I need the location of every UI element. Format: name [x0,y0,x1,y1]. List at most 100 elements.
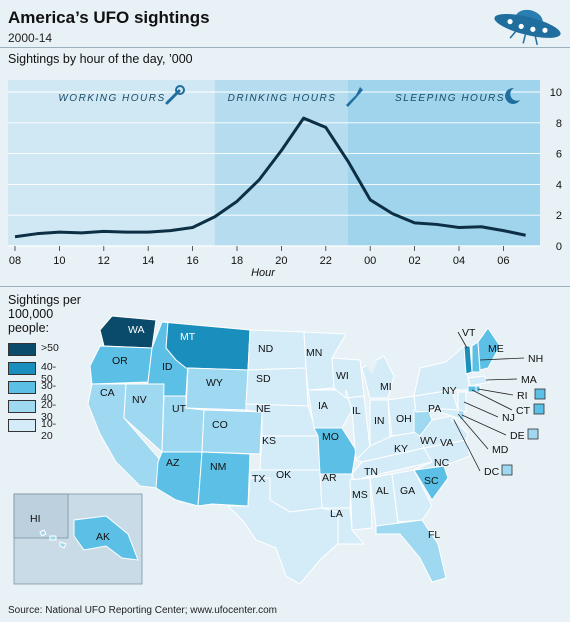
map-legend-title: Sightings per 100,000 people: [8,293,88,335]
state-label-nc: NC [434,457,450,469]
band-sleeping-hours [348,80,540,246]
state-label-wv: WV [420,435,437,447]
state-label-dc: DC [484,466,500,478]
state-label-ne: NE [256,403,271,415]
state-label-ky: KY [394,443,408,455]
state-swatch-dc [501,464,513,476]
y-tick-label: 8 [556,118,562,130]
state-label-wi: WI [336,370,349,382]
state-label-oh: OH [396,413,412,425]
x-axis-label: Hour [251,267,276,279]
band-label: DRINKING HOURS [228,93,337,104]
state-label-or: OR [112,355,128,367]
y-tick-label: 2 [556,210,562,222]
state-label-tn: TN [364,466,378,478]
state-la [321,507,366,545]
state-label-mi: MI [380,381,392,393]
ufo-icon [494,9,561,46]
bottle-icon [346,87,363,107]
band-working-hours [8,80,215,246]
y-tick-label: 10 [550,87,562,99]
state-label-hi: HI [30,513,41,525]
state-ak [73,515,139,561]
state-label-mt: MT [180,331,196,343]
y-tick-label: 6 [556,149,562,161]
source-note: Source: National UFO Reporting Center; w… [8,605,278,616]
state-label-tx: TX [252,473,265,485]
x-tick-label: 14 [142,255,154,267]
state-label-nh: NH [528,353,543,365]
x-tick-label: 18 [231,255,243,267]
state-label-wa: WA [128,324,145,336]
x-tick-label: 08 [9,255,21,267]
leader-line [477,388,514,396]
sightings-line [14,116,526,239]
state-label-wy: WY [206,377,223,389]
state-label-ks: KS [262,435,276,447]
state-label-pa: PA [428,403,441,415]
legend-swatch [8,362,36,375]
legend-swatch [8,343,36,356]
legend-label: 20-30 [41,399,57,423]
page-title: America’s UFO sightings [8,8,210,27]
state-label-ar: AR [322,472,337,484]
state-label-ia: IA [318,400,328,412]
state-hi [39,529,67,549]
state-label-va: VA [440,437,453,449]
state-label-id: ID [162,361,173,373]
band-drinking-hours [214,80,348,246]
legend-label: 10-20 [41,418,57,442]
state-label-nd: ND [258,343,274,355]
section-divider [0,286,570,287]
x-tick-label: 22 [320,255,332,267]
y-tick-label: 4 [556,179,562,191]
leader-line [479,357,525,361]
state-label-in: IN [374,415,385,427]
state-label-az: AZ [166,457,180,469]
state-label-sd: SD [256,373,271,385]
state-ma [467,375,492,387]
state-tx [226,477,343,585]
state-label-co: CO [212,419,228,431]
leader-line [463,401,499,418]
legend-label: 30-40 [41,380,57,404]
spanner-icon [165,85,185,105]
title-divider [0,47,570,48]
legend-label: 40-50 [41,361,57,385]
state-nj [457,391,467,413]
hawaii-inset [13,493,69,539]
map-legend-title-text: Sightings per 100,000 people: [8,293,81,335]
x-tick-label: 10 [53,255,65,267]
state-label-vt: VT [462,327,476,339]
state-label-sc: SC [424,475,439,487]
state-label-fl: FL [428,529,440,541]
state-label-ca: CA [100,387,115,399]
state-swatch-ct [533,403,545,415]
state-ms [349,477,373,531]
x-tick-label: 02 [408,255,420,267]
state-label-de: DE [510,430,525,442]
y-tick-label: 0 [556,241,562,253]
state-label-ma: MA [521,374,537,386]
state-or [89,345,153,385]
us-choropleth-map: WA OR CA ID NV MT WY UT AZ CO NM ND SD NE KS OK TX MN IA MO… [13,315,546,585]
x-tick-label: 00 [364,255,376,267]
state-wy [185,367,249,411]
state-fl [375,519,447,583]
state-label-ct: CT [516,405,531,417]
band-label: WORKING HOURS [58,93,165,104]
line-chart-title: Sightings by hour of the day, ’000 [8,52,193,66]
state-label-nv: NV [132,394,147,406]
state-vt [463,345,473,375]
state-label-ok: OK [276,469,291,481]
state-nm [197,451,251,507]
x-tick-label: 06 [497,255,509,267]
legend-swatch [8,381,36,394]
state-label-nm: NM [210,461,226,473]
state-label-ga: GA [400,485,415,497]
leader-line [471,389,513,411]
leader-line [457,331,468,349]
state-label-ms: MS [352,489,368,501]
state-swatch-ri [534,388,546,400]
